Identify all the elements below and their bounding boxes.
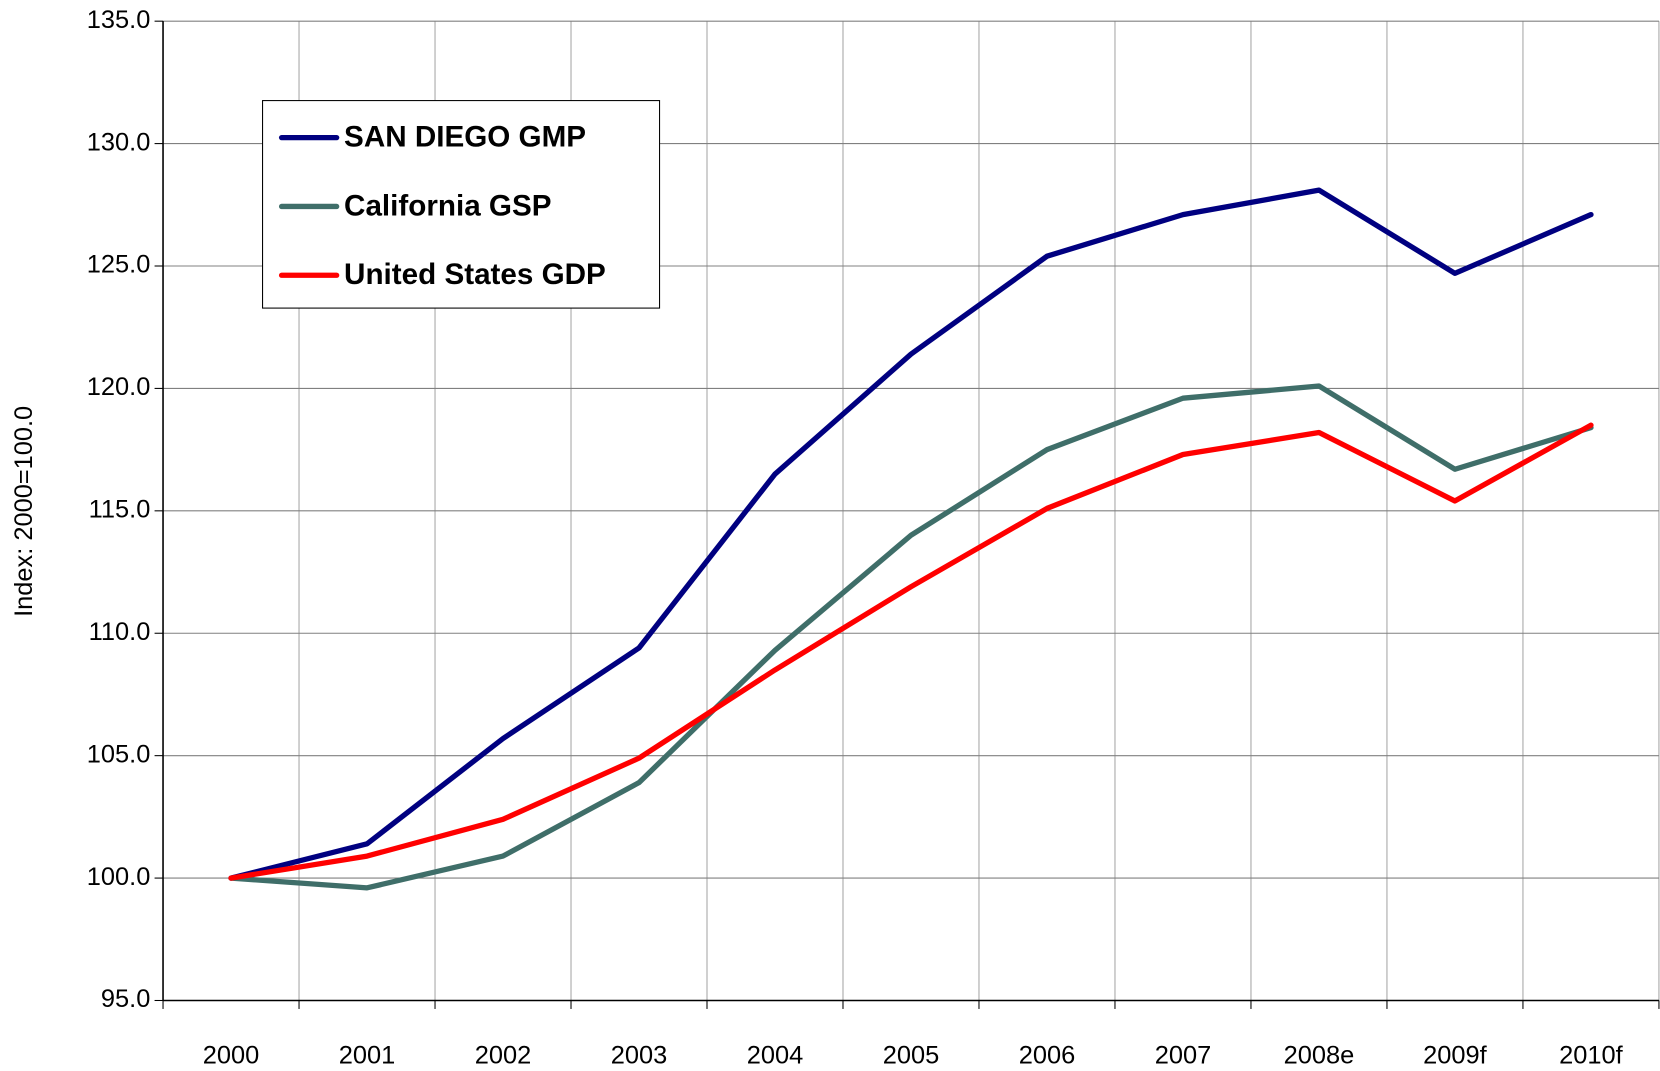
x-tick-label: 2004 — [747, 1041, 803, 1069]
legend-label: California GSP — [344, 189, 551, 222]
x-tick-label: 2000 — [203, 1041, 259, 1069]
y-tick-label: 110.0 — [89, 618, 151, 646]
y-tick-label: 125.0 — [87, 251, 151, 279]
x-tick-label: 2010f — [1559, 1041, 1623, 1069]
y-tick-label: 115.0 — [89, 496, 151, 524]
y-axis-label: Index: 2000=100.0 — [10, 406, 38, 617]
legend-label: SAN DIEGO GMP — [344, 121, 586, 154]
y-tick-label: 130.0 — [87, 128, 151, 156]
x-tick-label: 2002 — [475, 1041, 531, 1069]
x-tick-label: 2003 — [611, 1041, 667, 1069]
y-tick-label: 120.0 — [87, 373, 151, 401]
y-tick-label: 135.0 — [87, 6, 151, 34]
line-series — [228, 187, 1594, 881]
x-tick-label: 2007 — [1155, 1041, 1211, 1069]
y-tick-label: 105.0 — [87, 740, 151, 768]
y-tick-label: 95.0 — [101, 985, 150, 1013]
x-tick-label: 2006 — [1019, 1041, 1075, 1069]
x-tick-label: 2005 — [883, 1041, 939, 1069]
x-tick-label: 2009f — [1423, 1041, 1487, 1069]
x-tick-label: 2001 — [339, 1041, 395, 1069]
line-series — [228, 383, 1594, 891]
x-tick-label: 2008e — [1284, 1041, 1355, 1069]
line-series — [228, 422, 1594, 881]
legend-label: United States GDP — [344, 258, 606, 291]
y-tick-label: 100.0 — [87, 863, 151, 891]
